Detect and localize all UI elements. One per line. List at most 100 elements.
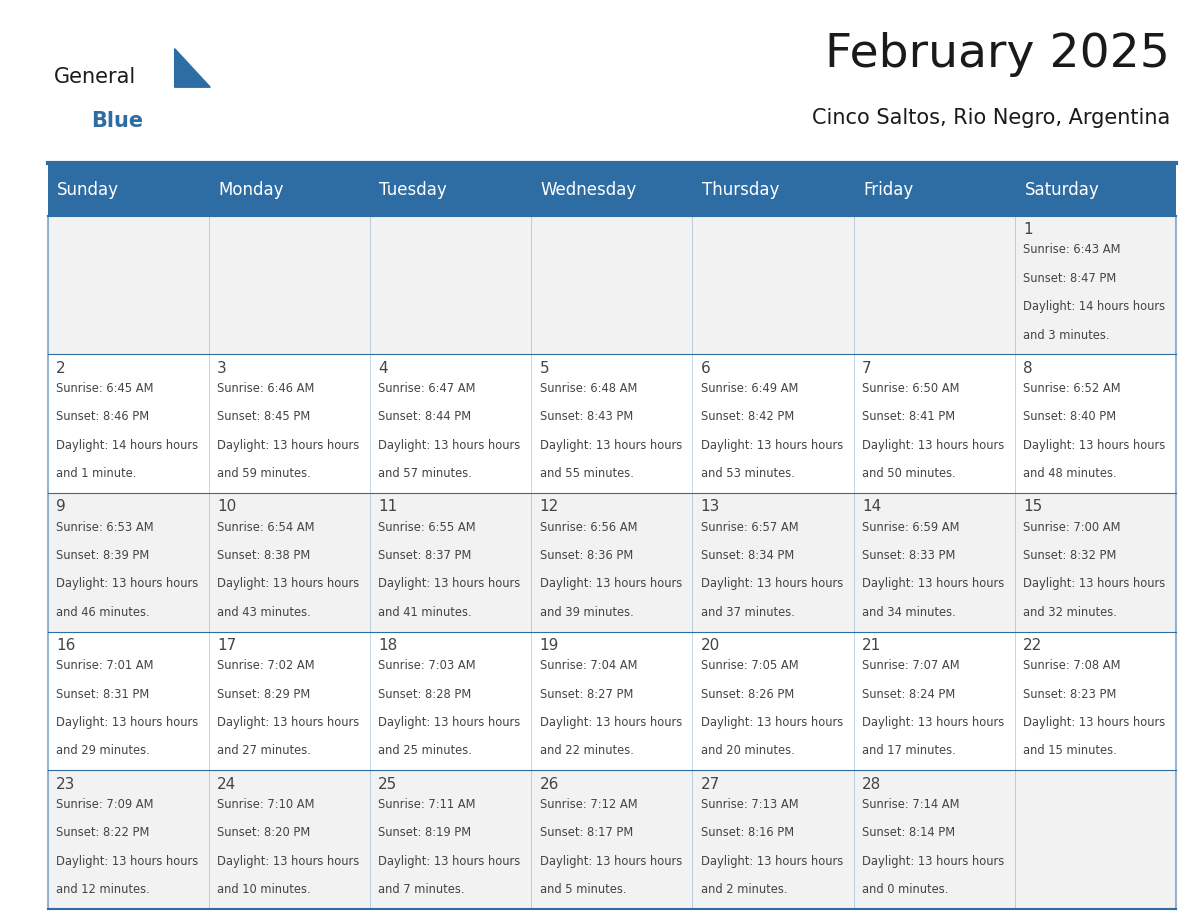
Bar — [209, 354, 369, 493]
Text: Sunrise: 7:02 AM: Sunrise: 7:02 AM — [217, 659, 315, 672]
Bar — [369, 216, 531, 354]
Bar — [531, 632, 693, 770]
Text: Sunrise: 6:45 AM: Sunrise: 6:45 AM — [56, 382, 153, 395]
Text: Sunset: 8:39 PM: Sunset: 8:39 PM — [56, 549, 148, 562]
Bar — [369, 770, 531, 909]
Text: Sunrise: 7:11 AM: Sunrise: 7:11 AM — [378, 798, 475, 811]
Text: Saturday: Saturday — [1024, 181, 1099, 198]
Text: 4: 4 — [378, 361, 388, 375]
Text: Blue: Blue — [91, 111, 144, 131]
Text: and 20 minutes.: and 20 minutes. — [701, 744, 795, 757]
Text: Sunset: 8:33 PM: Sunset: 8:33 PM — [862, 549, 955, 562]
Text: and 41 minutes.: and 41 minutes. — [378, 606, 472, 619]
Text: Tuesday: Tuesday — [379, 181, 447, 198]
Text: Sunset: 8:27 PM: Sunset: 8:27 PM — [539, 688, 633, 700]
Text: Sunrise: 6:54 AM: Sunrise: 6:54 AM — [217, 521, 315, 533]
Text: Sunset: 8:20 PM: Sunset: 8:20 PM — [217, 826, 310, 839]
Text: and 5 minutes.: and 5 minutes. — [539, 883, 626, 896]
Text: Sunset: 8:19 PM: Sunset: 8:19 PM — [378, 826, 472, 839]
Text: 6: 6 — [701, 361, 710, 375]
Text: Daylight: 13 hours hours: Daylight: 13 hours hours — [1023, 577, 1165, 590]
Text: Sunset: 8:26 PM: Sunset: 8:26 PM — [701, 688, 794, 700]
Text: Daylight: 13 hours hours: Daylight: 13 hours hours — [701, 439, 843, 452]
Text: Sunset: 8:29 PM: Sunset: 8:29 PM — [217, 688, 310, 700]
Bar — [48, 216, 209, 354]
Bar — [531, 493, 693, 632]
Text: Sunrise: 7:14 AM: Sunrise: 7:14 AM — [862, 798, 960, 811]
Text: Sunrise: 6:59 AM: Sunrise: 6:59 AM — [862, 521, 960, 533]
Text: and 2 minutes.: and 2 minutes. — [701, 883, 788, 896]
Text: Sunset: 8:34 PM: Sunset: 8:34 PM — [701, 549, 794, 562]
Text: Monday: Monday — [219, 181, 284, 198]
Text: Wednesday: Wednesday — [541, 181, 637, 198]
Text: 13: 13 — [701, 499, 720, 514]
Text: Daylight: 13 hours hours: Daylight: 13 hours hours — [56, 716, 198, 729]
Text: Daylight: 13 hours hours: Daylight: 13 hours hours — [862, 855, 1004, 868]
Text: and 15 minutes.: and 15 minutes. — [1023, 744, 1117, 757]
Text: and 1 minute.: and 1 minute. — [56, 467, 137, 480]
Text: Sunrise: 7:12 AM: Sunrise: 7:12 AM — [539, 798, 637, 811]
Text: Daylight: 13 hours hours: Daylight: 13 hours hours — [539, 855, 682, 868]
Text: 27: 27 — [701, 777, 720, 791]
Text: and 50 minutes.: and 50 minutes. — [862, 467, 955, 480]
Text: 8: 8 — [1023, 361, 1032, 375]
Text: Friday: Friday — [864, 181, 914, 198]
Text: Cinco Saltos, Rio Negro, Argentina: Cinco Saltos, Rio Negro, Argentina — [811, 108, 1170, 129]
Text: 28: 28 — [862, 777, 881, 791]
Text: Daylight: 13 hours hours: Daylight: 13 hours hours — [217, 855, 359, 868]
Text: Sunset: 8:41 PM: Sunset: 8:41 PM — [862, 410, 955, 423]
Text: Sunrise: 7:00 AM: Sunrise: 7:00 AM — [1023, 521, 1120, 533]
Text: Sunrise: 7:05 AM: Sunrise: 7:05 AM — [701, 659, 798, 672]
Text: Sunset: 8:16 PM: Sunset: 8:16 PM — [701, 826, 794, 839]
Text: Daylight: 13 hours hours: Daylight: 13 hours hours — [862, 439, 1004, 452]
Text: Sunrise: 7:07 AM: Sunrise: 7:07 AM — [862, 659, 960, 672]
Text: Sunset: 8:37 PM: Sunset: 8:37 PM — [378, 549, 472, 562]
Bar — [48, 163, 1176, 216]
Text: 12: 12 — [539, 499, 558, 514]
Bar — [209, 770, 369, 909]
Bar — [48, 493, 209, 632]
Text: Daylight: 13 hours hours: Daylight: 13 hours hours — [217, 577, 359, 590]
Text: Sunrise: 6:56 AM: Sunrise: 6:56 AM — [539, 521, 637, 533]
Text: Daylight: 13 hours hours: Daylight: 13 hours hours — [862, 716, 1004, 729]
Text: and 7 minutes.: and 7 minutes. — [378, 883, 465, 896]
Text: 3: 3 — [217, 361, 227, 375]
Bar — [1015, 216, 1176, 354]
Bar — [48, 632, 209, 770]
Text: 26: 26 — [539, 777, 558, 791]
Text: Sunset: 8:38 PM: Sunset: 8:38 PM — [217, 549, 310, 562]
Bar — [48, 770, 209, 909]
Bar — [1015, 493, 1176, 632]
Text: and 57 minutes.: and 57 minutes. — [378, 467, 472, 480]
Text: 2: 2 — [56, 361, 65, 375]
Text: Sunrise: 6:57 AM: Sunrise: 6:57 AM — [701, 521, 798, 533]
Text: Sunrise: 6:43 AM: Sunrise: 6:43 AM — [1023, 243, 1120, 256]
Text: 23: 23 — [56, 777, 75, 791]
Text: 24: 24 — [217, 777, 236, 791]
Text: 1: 1 — [1023, 222, 1032, 237]
Text: Sunday: Sunday — [57, 181, 119, 198]
Text: Sunset: 8:17 PM: Sunset: 8:17 PM — [539, 826, 633, 839]
Text: and 46 minutes.: and 46 minutes. — [56, 606, 150, 619]
Text: and 48 minutes.: and 48 minutes. — [1023, 467, 1117, 480]
Text: Daylight: 13 hours hours: Daylight: 13 hours hours — [701, 855, 843, 868]
Bar — [854, 493, 1015, 632]
Text: Sunrise: 6:49 AM: Sunrise: 6:49 AM — [701, 382, 798, 395]
Text: Sunset: 8:28 PM: Sunset: 8:28 PM — [378, 688, 472, 700]
Text: Sunset: 8:31 PM: Sunset: 8:31 PM — [56, 688, 148, 700]
Text: and 53 minutes.: and 53 minutes. — [701, 467, 795, 480]
Text: 11: 11 — [378, 499, 398, 514]
Text: 25: 25 — [378, 777, 398, 791]
Text: Sunrise: 7:03 AM: Sunrise: 7:03 AM — [378, 659, 476, 672]
Text: Daylight: 13 hours hours: Daylight: 13 hours hours — [701, 577, 843, 590]
Bar — [1015, 632, 1176, 770]
Text: 5: 5 — [539, 361, 549, 375]
Bar — [209, 493, 369, 632]
Bar — [209, 216, 369, 354]
Text: Daylight: 13 hours hours: Daylight: 13 hours hours — [539, 439, 682, 452]
Text: and 17 minutes.: and 17 minutes. — [862, 744, 955, 757]
Text: Daylight: 13 hours hours: Daylight: 13 hours hours — [378, 439, 520, 452]
Text: Sunset: 8:40 PM: Sunset: 8:40 PM — [1023, 410, 1117, 423]
Text: 21: 21 — [862, 638, 881, 653]
Bar — [854, 354, 1015, 493]
